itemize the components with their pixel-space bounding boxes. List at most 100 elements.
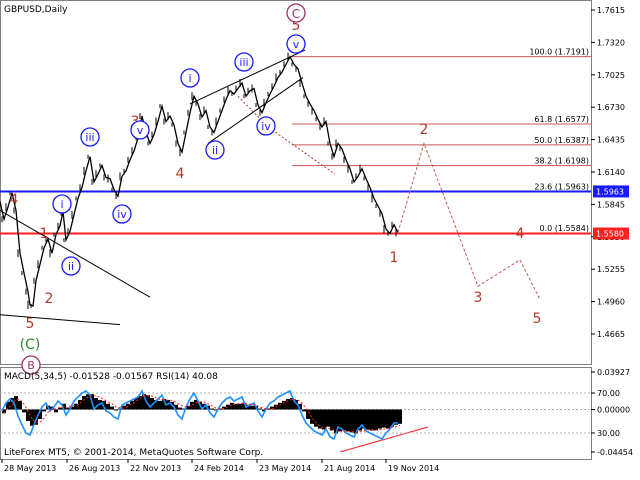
divergence-line xyxy=(339,426,429,453)
channel-line xyxy=(0,314,121,326)
wave-label-minor-ring xyxy=(180,68,200,88)
macd-histogram-bar xyxy=(18,400,22,410)
price-panel-frame xyxy=(0,0,592,365)
macd-histogram-bar xyxy=(326,409,330,427)
macd-histogram-bar xyxy=(130,400,134,410)
indicator-label: MACD(5,34,5) -0.01528 -0.01567 RSI(14) 4… xyxy=(4,372,218,382)
indicator-panel xyxy=(0,389,591,441)
fibonacci-label: 38.2 (1.6198) xyxy=(534,157,589,166)
macd-histogram-bar xyxy=(102,400,106,410)
wave-label-minor-ring xyxy=(286,34,306,54)
macd-histogram-bar xyxy=(318,409,322,429)
wave-label-intermediate: 5 xyxy=(533,311,542,327)
macd-histogram-bar xyxy=(306,409,310,420)
wave-label-minor-ring xyxy=(112,204,132,224)
macd-signal-line xyxy=(3,394,401,433)
price-axis-label: 1.6435 xyxy=(597,136,625,145)
price-axis-label: 1.5845 xyxy=(597,200,625,209)
wave-label-minor: ii xyxy=(212,144,218,157)
wave-label-primary-ring xyxy=(21,355,41,375)
macd-histogram-bar xyxy=(374,409,378,431)
macd-histogram-bar xyxy=(34,409,38,425)
macd-histogram-bar xyxy=(266,408,270,410)
indicator-axis-label: 0.03927 xyxy=(597,368,630,377)
macd-histogram-bar xyxy=(218,408,222,410)
macd-histogram-bar xyxy=(118,408,122,410)
wave-label-minor: iv xyxy=(261,120,271,133)
wave-label-minor-ring xyxy=(234,52,254,72)
wave-label-intermediate: 4 xyxy=(176,166,185,182)
indicator-panel-frame xyxy=(0,367,592,460)
wave-label-minor-ring xyxy=(130,120,150,140)
wave-label-minor: v xyxy=(137,124,144,137)
price-axis-label: 1.7615 xyxy=(597,6,625,15)
wave-label-intermediate: 2 xyxy=(45,291,54,307)
macd-histogram-bar xyxy=(22,409,26,413)
macd-histogram-bar xyxy=(234,403,238,410)
macd-histogram-bar xyxy=(310,409,314,424)
macd-histogram-bar xyxy=(370,409,374,431)
macd-histogram-bar xyxy=(154,399,158,410)
macd-histogram-bar xyxy=(278,402,282,410)
macd-histogram-bar xyxy=(82,396,86,410)
macd-histogram-bar xyxy=(262,409,266,412)
macd-histogram-bar xyxy=(66,407,70,410)
macd-histogram-bar xyxy=(194,399,198,410)
macd-histogram-bar xyxy=(270,406,274,410)
wave-label-minor-ring xyxy=(61,256,81,276)
indicator-axis-label: -0.04454 xyxy=(597,448,633,457)
macd-histogram-bar xyxy=(298,403,302,410)
macd-histogram-bar xyxy=(350,409,354,433)
time-axis-label: 22 Nov 2013 xyxy=(130,464,181,473)
indicator-axis-label: 30.00 xyxy=(597,429,620,438)
macd-histogram-bar xyxy=(242,402,246,410)
macd-histogram-bar xyxy=(338,409,342,432)
indicator-axis-label: 0.00000 xyxy=(597,405,630,414)
price-axis-label: 1.4665 xyxy=(597,330,625,339)
wave-label-minor-ring xyxy=(52,194,72,214)
wave-label-intermediate: 3 xyxy=(474,290,483,306)
wave-label-minor: iii xyxy=(239,56,248,69)
macd-histogram-bar xyxy=(42,409,46,412)
macd-histogram-bar xyxy=(86,394,90,410)
macd-histogram-bar xyxy=(394,409,398,425)
macd-histogram-bar xyxy=(138,396,142,410)
wave-labels: 415234512345iiiiiiivviiiiiiivvC(C)B xyxy=(10,3,542,375)
macd-histogram-bar xyxy=(146,395,150,410)
macd-histogram-bar xyxy=(106,403,110,410)
price-axis-label: 1.4960 xyxy=(597,298,625,307)
indicator-axis: 0.03927 70.00 0.00000 30.00 -0.04454 xyxy=(591,368,633,457)
macd-histogram-bar xyxy=(238,403,242,410)
macd-histogram-bar xyxy=(14,396,18,410)
trend-lines xyxy=(0,49,591,453)
wave-label-minor: i xyxy=(188,72,191,85)
macd-histogram-bar xyxy=(258,408,262,410)
macd-histogram-bar xyxy=(74,403,78,410)
wave-label-intermediate: 1 xyxy=(390,250,399,266)
macd-histogram-bar xyxy=(386,409,390,429)
price-series xyxy=(0,52,399,309)
price-axis-label: 1.5255 xyxy=(597,265,625,274)
price-tag-value: 1.5580 xyxy=(596,230,624,239)
price-axis-label: 1.6730 xyxy=(597,103,625,112)
macd-histogram-bar xyxy=(30,409,34,426)
macd-histogram-bar xyxy=(334,409,338,434)
macd-histogram-bar xyxy=(210,408,214,410)
footer-copyright: LiteForex MT5, © 2001-2014, MetaQuotes S… xyxy=(4,448,263,458)
wave-label-minor: iv xyxy=(117,208,127,221)
fibonacci-label: 61.8 (1.6577) xyxy=(534,115,589,124)
macd-histogram-bar xyxy=(378,409,382,429)
time-axis-label: 23 May 2014 xyxy=(259,464,311,473)
wave-label-intermediate: 2 xyxy=(420,122,429,138)
macd-histogram-bar xyxy=(174,404,178,410)
macd-histogram-bar xyxy=(186,405,190,410)
wave-label-intermediate: 4 xyxy=(10,192,19,208)
channel-line xyxy=(0,210,151,298)
channel-line xyxy=(207,77,304,144)
macd-histogram-bar xyxy=(114,409,118,411)
macd-histogram-bar xyxy=(2,409,6,414)
macd-histogram-bar xyxy=(282,400,286,410)
macd-histogram-bar xyxy=(230,402,234,410)
macd-histogram-bar xyxy=(314,409,318,427)
macd-histogram-bar xyxy=(78,399,82,410)
